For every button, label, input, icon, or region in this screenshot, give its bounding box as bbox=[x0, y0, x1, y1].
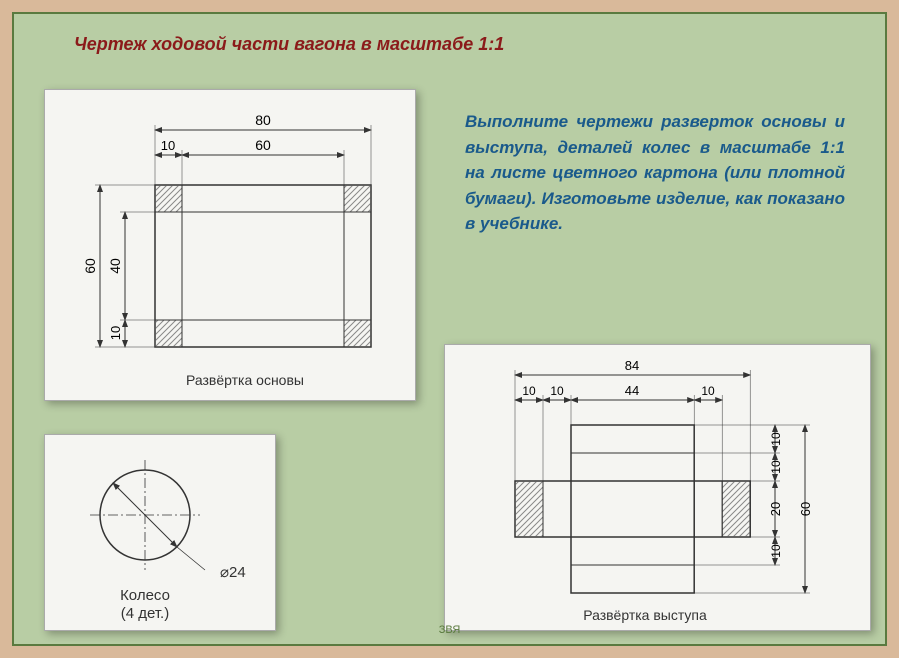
dim-10l: 10 bbox=[108, 326, 123, 340]
dim-80: 80 bbox=[255, 112, 271, 128]
page-title: Чертеж ходовой части вагона в масштабе 1… bbox=[74, 34, 504, 55]
dim-b10b: 10 bbox=[550, 384, 564, 398]
dim-b10a: 10 bbox=[522, 384, 536, 398]
footer-mark: ЗВЯ bbox=[439, 624, 461, 636]
wheel-diameter: ⌀24 bbox=[220, 564, 246, 581]
drawing-wheel: ⌀24 Колесо (4 дет.) bbox=[45, 435, 275, 630]
dim-b60: 60 bbox=[798, 502, 813, 516]
instruction-text: Выполните чертежи разверток основы и выс… bbox=[465, 109, 845, 237]
panel-wheel: ⌀24 Колесо (4 дет.) bbox=[44, 434, 276, 631]
drawing-bump-unfold: 84 10 10 44 10 bbox=[445, 345, 870, 630]
dim-br20: 20 bbox=[768, 502, 783, 516]
dim-10t: 10 bbox=[161, 138, 175, 153]
inner-frame: Чертеж ходовой части вагона в масштабе 1… bbox=[12, 12, 887, 646]
drawing-base-unfold: 80 10 60 60 bbox=[45, 90, 415, 400]
dim-60t: 60 bbox=[255, 137, 271, 153]
dim-b10c: 10 bbox=[701, 384, 715, 398]
panel-base-unfold: 80 10 60 60 bbox=[44, 89, 416, 401]
outer-frame: Чертеж ходовой части вагона в масштабе 1… bbox=[0, 0, 899, 658]
dim-60l: 60 bbox=[82, 258, 98, 274]
caption-wheel2: (4 дет.) bbox=[121, 605, 169, 622]
caption-base: Развёртка основы bbox=[186, 372, 304, 388]
caption-bump: Развёртка выступа bbox=[583, 607, 707, 623]
dim-b84: 84 bbox=[625, 358, 639, 373]
caption-wheel1: Колесо bbox=[120, 587, 170, 604]
dim-br10c: 10 bbox=[769, 544, 783, 558]
dim-br10b: 10 bbox=[769, 460, 783, 474]
dim-br10a: 10 bbox=[769, 432, 783, 446]
dim-b44: 44 bbox=[625, 383, 639, 398]
panel-bump-unfold: 84 10 10 44 10 bbox=[444, 344, 871, 631]
dim-40l: 40 bbox=[107, 258, 123, 274]
